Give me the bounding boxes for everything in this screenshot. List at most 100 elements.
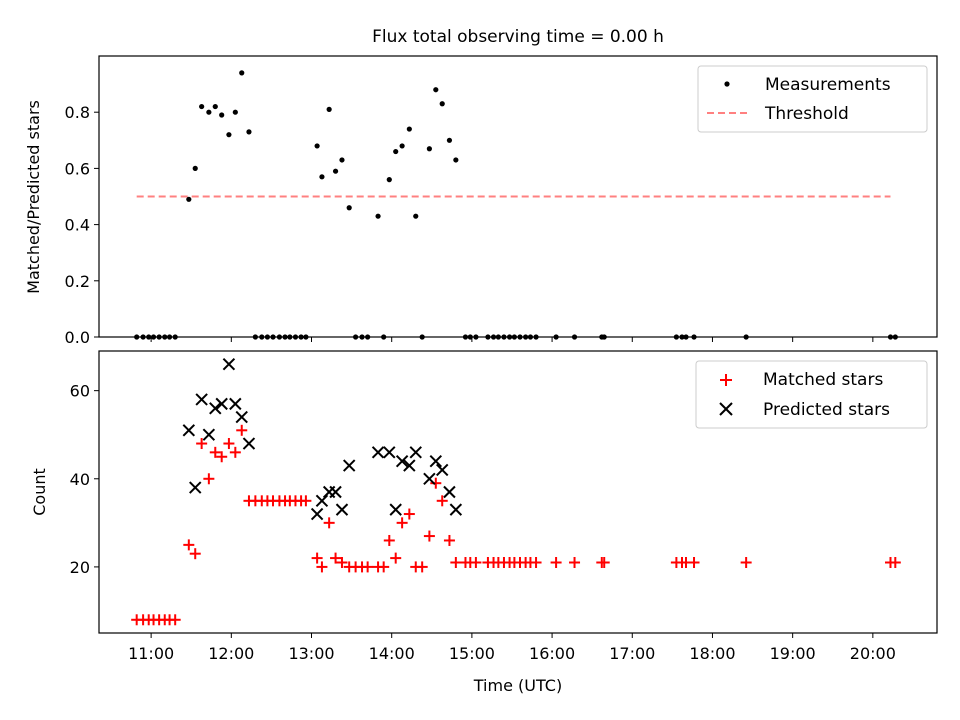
predicted-stars-point (222, 358, 236, 371)
predicted-stars-point (342, 459, 356, 472)
y-tick-label: 0.0 (65, 328, 90, 347)
measurement-point (332, 168, 339, 174)
bottom-y-ticks: 20 40 60 (70, 382, 99, 577)
top-x-ticks (150, 337, 874, 342)
predicted-stars-point (443, 485, 456, 499)
top-panel: 0.00.20.40.60.8 Matched/Predicted stars … (24, 55, 938, 347)
matched-stars-point (316, 561, 328, 573)
predicted-stars-point (409, 446, 422, 459)
matched-stars-point (236, 424, 248, 436)
top-legend-box (697, 65, 928, 133)
x-tick-label: 12:00 (208, 644, 254, 663)
x-tick-label: 20:00 (850, 644, 896, 663)
bottom-legend-box (695, 360, 928, 429)
measurement-point (375, 213, 381, 219)
measurement-point (192, 165, 198, 171)
matched-stars-point (443, 534, 455, 546)
matched-stars-point (203, 473, 215, 485)
predicted-stars-point (315, 494, 329, 508)
x-tick-label: 16:00 (529, 644, 575, 663)
measurement-point (393, 148, 399, 155)
matched-stars-point (362, 561, 374, 573)
matched-stars-point (569, 557, 581, 568)
chart-title: Flux total observing time = 0.00 h (372, 27, 664, 47)
matched-stars-point (390, 552, 402, 564)
legend-predicted-marker (719, 402, 733, 416)
matched-stars-point (169, 614, 181, 626)
matched-stars-point (183, 539, 195, 551)
measurement-point (339, 157, 345, 163)
matched-stars-point (889, 557, 901, 568)
measurement-point (246, 129, 252, 135)
matched-stars-point (598, 557, 610, 568)
predicted-stars-point (229, 397, 242, 411)
measurement-point (226, 132, 232, 138)
matched-stars-point (383, 534, 395, 546)
measurement-point (206, 109, 212, 115)
predicted-stars-point (235, 410, 248, 424)
predicted-stars-point (389, 503, 402, 516)
x-tick-label: 13:00 (288, 644, 334, 663)
measurement-point (446, 137, 453, 143)
legend-predicted-label: Predicted stars (763, 400, 890, 420)
predicted-stars-point (329, 485, 342, 499)
matched-stars-point (740, 557, 752, 568)
y-tick-label: 0.8 (65, 103, 90, 122)
matched-stars-point (688, 557, 700, 568)
y-tick-label: 20 (70, 558, 90, 577)
matched-stars-point (196, 438, 208, 450)
matched-stars-point (450, 557, 462, 568)
y-tick-label: 0.6 (65, 159, 90, 178)
measurement-point (319, 174, 325, 180)
matched-stars-point (216, 451, 228, 463)
matched-stars-point (403, 508, 415, 520)
bottom-x-ticks: 11:00 12:00 13:00 14:00 15:00 16:00 17:00 18:00… (128, 633, 896, 663)
x-tick-label: 17:00 (609, 644, 655, 663)
measurement-point (232, 109, 238, 115)
predicted-stars-point (383, 446, 396, 459)
matched-stars-point (530, 557, 542, 568)
measurement-point (346, 205, 352, 211)
matched-stars-point (300, 495, 312, 507)
predicted-stars-point (202, 428, 216, 441)
measurement-point (386, 177, 392, 183)
predicted-stars-point (403, 459, 416, 472)
matched-stars-point (396, 517, 408, 529)
legend-measurements-label: Measurements (765, 75, 891, 95)
measurement-point (314, 143, 320, 149)
measurement-point (426, 146, 432, 152)
legend-matched-marker (720, 374, 732, 386)
predicted-stars-point (335, 503, 349, 516)
matched-stars-point (336, 557, 348, 568)
measurement-point (186, 196, 192, 202)
predicted-stars-point (423, 472, 436, 485)
measurement-point (199, 103, 205, 110)
bottom-y-axis-label: Count (30, 468, 49, 516)
predicted-stars-point (371, 446, 385, 459)
top-axes-frame (98, 55, 938, 338)
x-tick-label: 11:00 (128, 644, 174, 663)
bottom-panel: 20 40 60 11:00 12:00 13:00 14:00 15:00 16:00 17:… (30, 350, 938, 695)
predicted-stars-point (242, 437, 256, 450)
predicted-stars-point (310, 507, 324, 521)
measurement-point (399, 143, 405, 149)
matched-stars-point (189, 548, 201, 560)
x-tick-label: 18:00 (689, 644, 735, 663)
matched-stars-point (223, 438, 235, 450)
y-tick-label: 0.4 (65, 216, 90, 235)
matched-stars-point (330, 552, 342, 564)
predicted-stars-point (209, 402, 222, 415)
x-tick-label: 19:00 (770, 644, 816, 663)
predicted-stars-point (449, 503, 463, 516)
legend-matched-label: Matched stars (763, 370, 883, 390)
measurement-point (326, 106, 332, 112)
measurement-point (239, 70, 245, 76)
top-y-ticks: 0.0 0.2 0.4 0.6 0.8 (65, 103, 99, 347)
bottom-axes-frame (98, 350, 938, 634)
matched-stars-point (550, 557, 562, 568)
matched-stars-point (416, 561, 428, 573)
matched-stars-point (209, 446, 221, 458)
predicted-stars-point (182, 424, 196, 437)
matched-stars-point (430, 477, 442, 489)
